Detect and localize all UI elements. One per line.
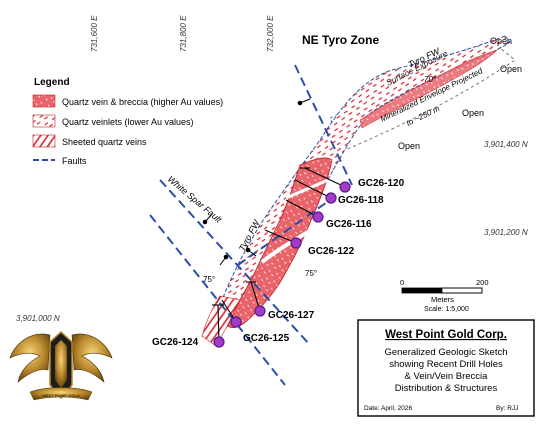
legend-label-sheeted: Sheeted quartz veins xyxy=(62,137,147,147)
legend-label-fault: Faults xyxy=(62,156,87,166)
collar-gc26-118[interactable] xyxy=(325,192,337,204)
title-line-3: & Vein/Vein Breccia xyxy=(405,371,489,382)
fault-ticks xyxy=(202,98,311,266)
legend-label-breccia: Quartz vein & breccia (higher Au values) xyxy=(62,97,223,107)
label-gc26-124: GC26-124 xyxy=(152,337,199,348)
legend-swatch-veinlets xyxy=(32,114,56,128)
breccia-lens-ne xyxy=(359,49,499,129)
dip-75b-label: 75° xyxy=(305,269,317,278)
drill-collars xyxy=(213,181,351,348)
collar-gc26-125[interactable] xyxy=(230,316,242,328)
scale-units: Meters xyxy=(431,295,454,304)
white-spar-fault-line xyxy=(159,179,311,346)
collar-gc26-124[interactable] xyxy=(213,336,225,348)
label-gc26-118: GC26-118 xyxy=(338,195,384,206)
dip-75a-label: 75° xyxy=(203,275,215,284)
scale-ratio: Scale: 1:5,000 xyxy=(424,306,469,313)
easting-731600: 731,600 E xyxy=(90,15,99,52)
fault-nw-a xyxy=(149,214,286,386)
collar-gc26-127[interactable] xyxy=(254,305,266,317)
open-label-3: Open xyxy=(462,108,484,118)
drill-labels: GC26-120 GC26-118 GC26-116 GC26-122 GC26… xyxy=(152,178,405,348)
label-gc26-127: GC26-127 xyxy=(268,310,315,321)
northing-3901000: 3,901,000 N xyxy=(16,314,60,323)
collar-gc26-122[interactable] xyxy=(290,237,302,249)
map-frame xyxy=(5,5,545,427)
open-label-1: Open xyxy=(490,36,512,46)
scale-bar: 0 200 Meters Scale: 1:5,000 xyxy=(400,278,489,313)
company-name: West Point Gold Corp. xyxy=(385,329,507,341)
easting-731800: 731,800 E xyxy=(179,15,188,52)
label-gc26-120: GC26-120 xyxy=(358,178,405,189)
map-title: NE Tyro Zone xyxy=(302,33,379,47)
northing-3901200: 3,901,200 N xyxy=(484,228,528,237)
logo-text: WEST POINT GOLD xyxy=(42,393,80,398)
dip-70-label: 70° xyxy=(424,75,437,84)
easting-labels: 731,600 E 731,800 E 732,000 E xyxy=(90,15,275,52)
legend-title: Legend xyxy=(34,77,70,88)
company-logo: WEST POINT GOLD xyxy=(9,330,113,401)
legend-swatch-sheeted xyxy=(32,134,56,148)
scale-end: 200 xyxy=(476,278,489,287)
title-author: By: RJJ xyxy=(496,405,518,412)
legend-label-veinlets: Quartz veinlets (lower Au values) xyxy=(62,117,194,127)
open-label-4: Open xyxy=(398,141,420,151)
title-block: West Point Gold Corp. Generalized Geolog… xyxy=(357,319,535,417)
mineralized-envelope xyxy=(329,47,516,151)
legend: Legend Quartz vein & breccia (higher Au … xyxy=(32,77,223,166)
northing-labels: 3,901,400 N 3,901,200 N 3,901,000 N xyxy=(16,140,528,323)
scale-start: 0 xyxy=(400,278,404,287)
label-gc26-116: GC26-116 xyxy=(326,219,372,230)
title-date: Date: April, 2026 xyxy=(364,405,412,412)
collar-gc26-116[interactable] xyxy=(312,211,324,223)
title-line-1: Generalized Geologic Sketch xyxy=(384,347,507,358)
legend-swatch-breccia xyxy=(32,94,56,108)
label-gc26-125: GC26-125 xyxy=(243,333,290,344)
open-label-2: Open xyxy=(500,64,522,74)
collar-gc26-120[interactable] xyxy=(339,181,351,193)
vein-stripe-1 xyxy=(260,224,320,264)
northing-3901400: 3,901,400 N xyxy=(484,140,528,149)
label-gc26-122: GC26-122 xyxy=(308,246,355,257)
title-line-2: showing Recent Drill Holes xyxy=(389,359,503,370)
fault-ne-striking xyxy=(294,64,353,186)
vein-stripe-2 xyxy=(285,178,329,200)
easting-732000: 732,000 E xyxy=(266,15,275,52)
title-line-4: Distribution & Structures xyxy=(395,383,498,394)
